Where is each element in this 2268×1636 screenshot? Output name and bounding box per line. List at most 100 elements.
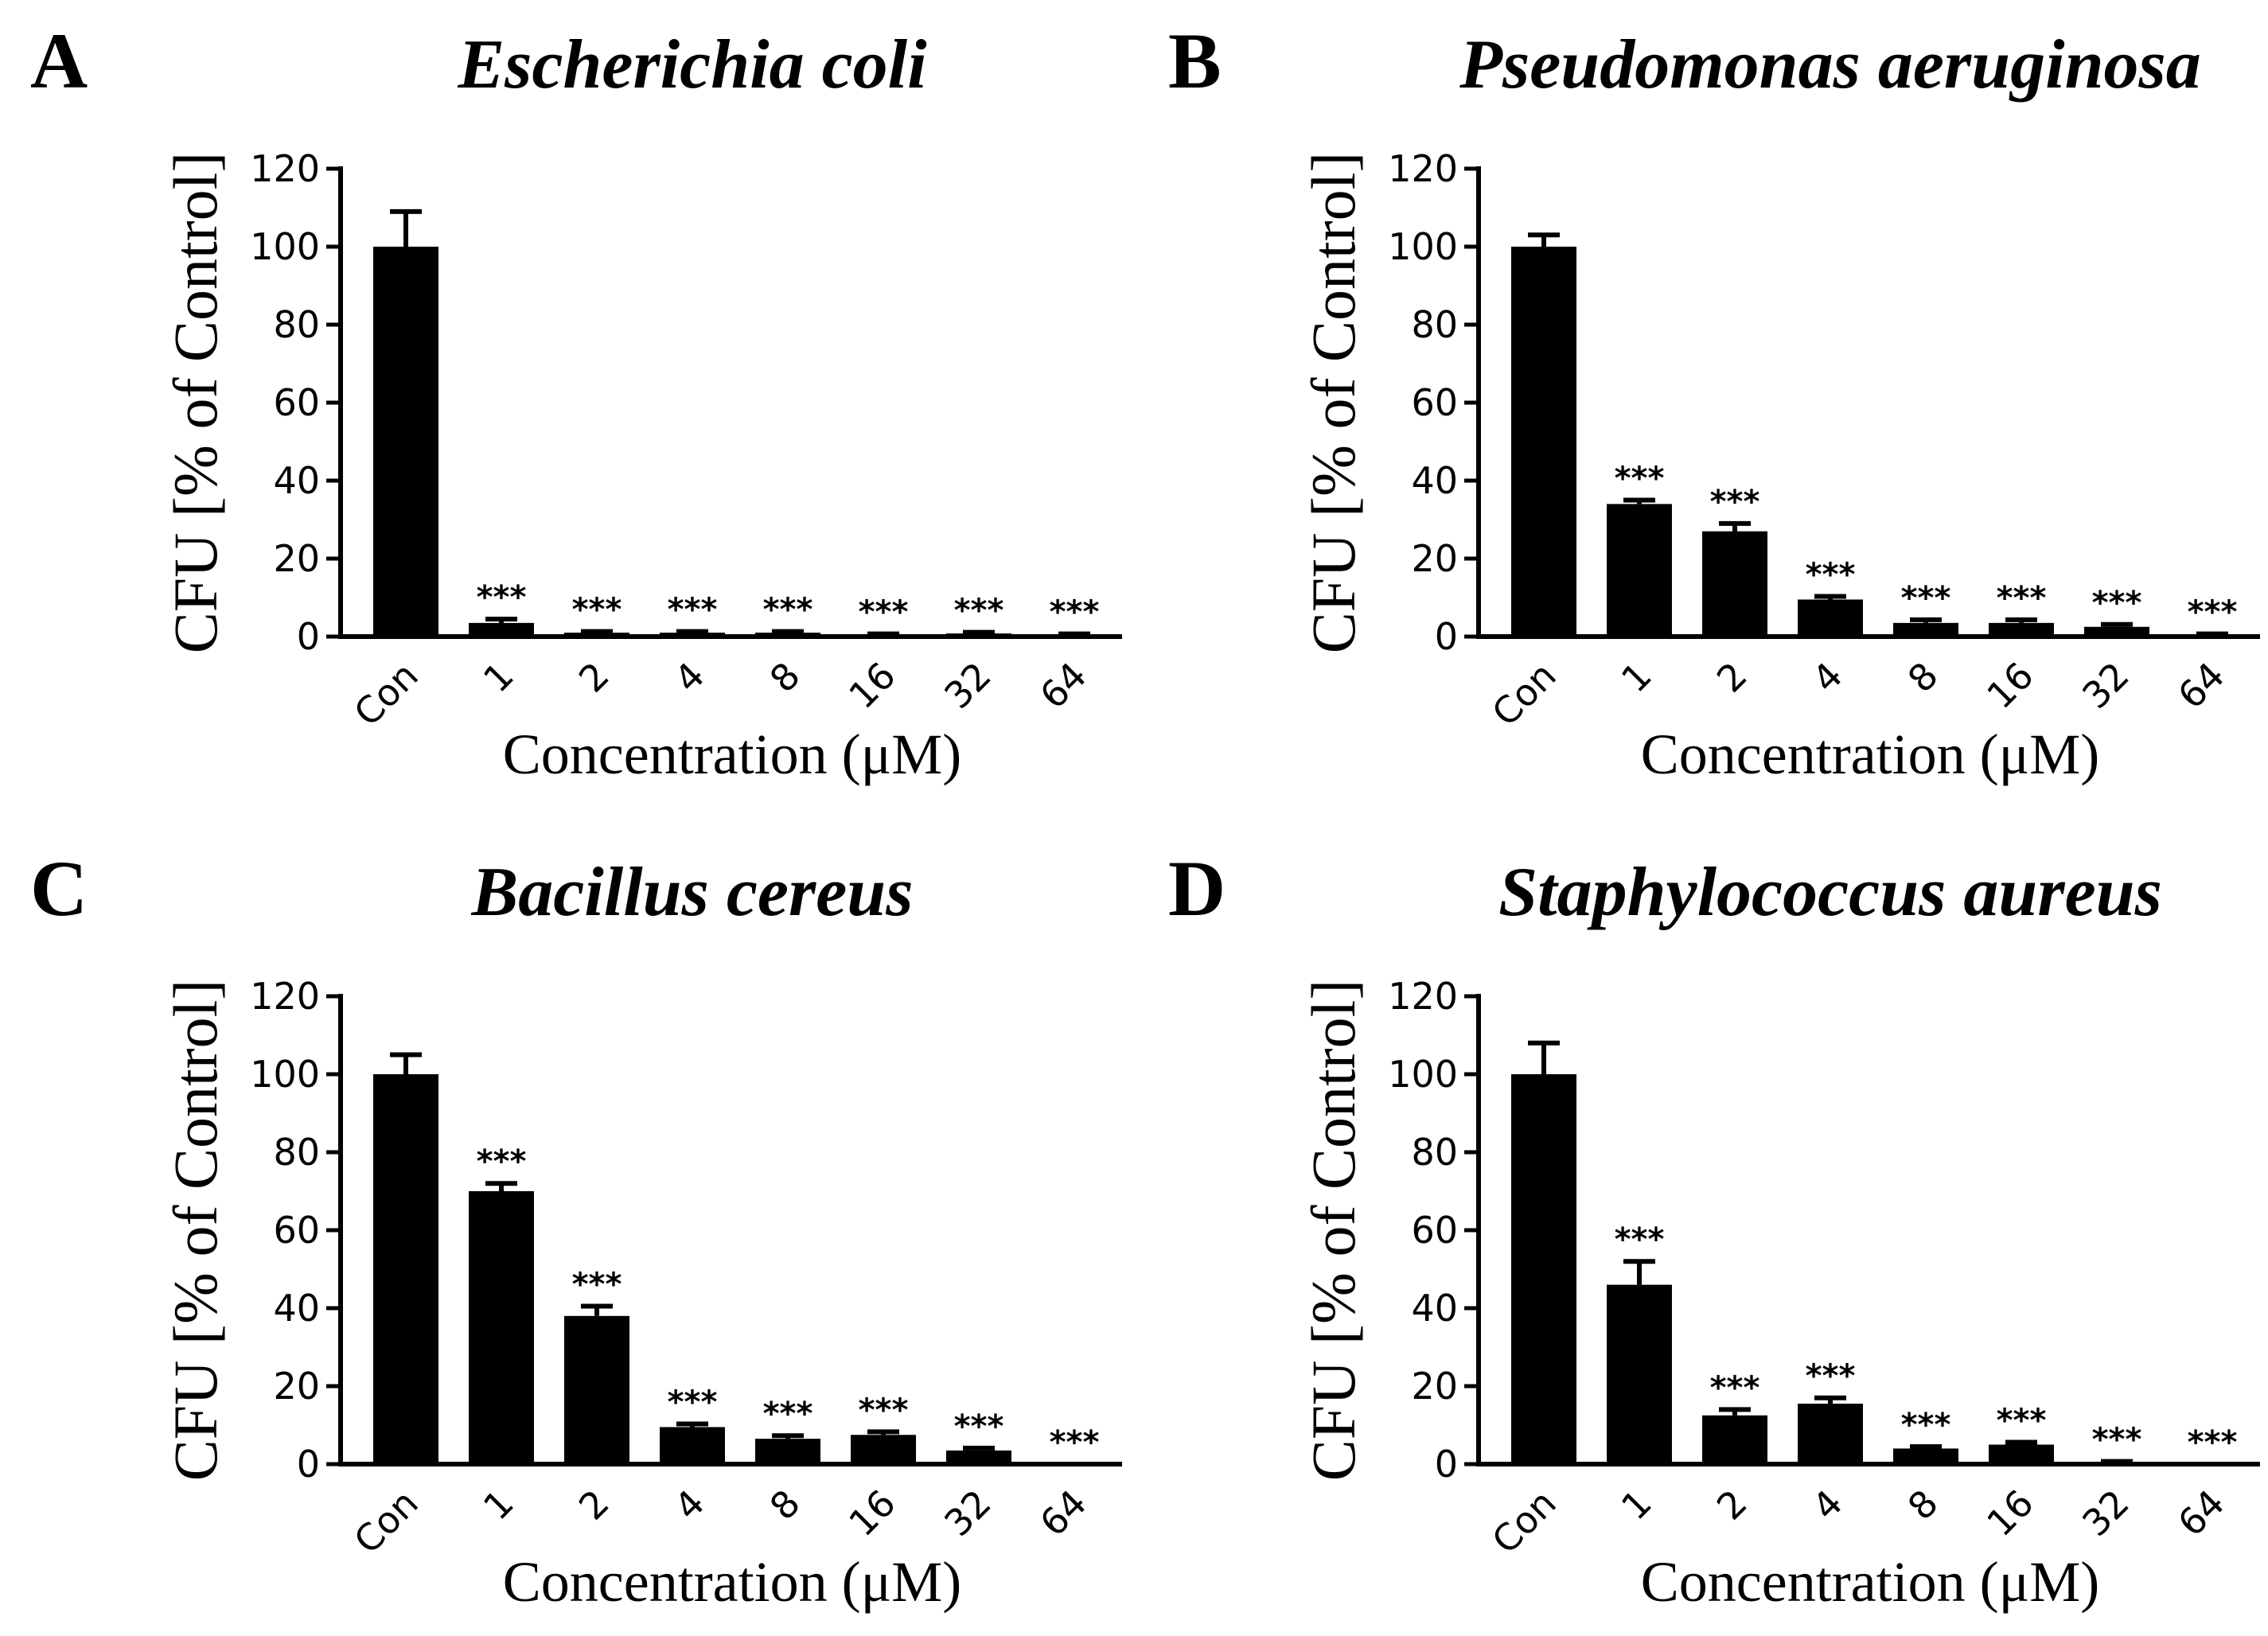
- x-tick-label: 64: [1031, 654, 1095, 718]
- error-bar: [772, 629, 804, 634]
- error-bar: [1814, 594, 1846, 600]
- error-bar: [1623, 497, 1655, 504]
- significance-marker: ***: [2188, 1424, 2238, 1461]
- x-tick-label: 8: [762, 1482, 809, 1529]
- x-tick-label: 1: [475, 1482, 522, 1529]
- x-tick-label: 2: [1709, 654, 1756, 701]
- error-bar: [485, 616, 517, 623]
- significance-marker: ***: [1050, 1424, 1100, 1461]
- y-tick-label: 120: [1388, 147, 1458, 190]
- y-tick-label: 40: [273, 459, 320, 502]
- panel-b: B Pseudomonas aeruginosa CFU [% of Control…: [1168, 17, 2260, 786]
- significance-marker: ***: [1997, 1403, 2047, 1439]
- y-tick-label: 80: [1411, 303, 1458, 346]
- bar-64: [2180, 1463, 2245, 1464]
- y-tick-label: 20: [273, 537, 320, 580]
- bar-1: [469, 622, 534, 637]
- significance-marker: ***: [763, 1396, 813, 1432]
- bar-Con: [1511, 247, 1576, 637]
- y-tick-label: 100: [250, 225, 320, 268]
- y-tick-label: 100: [1388, 225, 1458, 268]
- significance-marker: ***: [1710, 1369, 1760, 1406]
- significance-marker: ***: [859, 594, 909, 631]
- bar-16: [851, 1435, 916, 1464]
- significance-marker: ***: [1806, 1358, 1856, 1395]
- x-tick-label: Con: [1483, 654, 1564, 734]
- x-tick-label: 16: [840, 654, 904, 718]
- bar-Con: [373, 247, 438, 637]
- significance-marker: ***: [1997, 580, 2047, 617]
- y-axis-label: CFU [% of Control]: [1299, 152, 1368, 653]
- x-tick-label: Con: [345, 1482, 426, 1562]
- x-axis-label: Concentration (μM): [1641, 1550, 2099, 1614]
- significance-marker: ***: [572, 592, 622, 629]
- y-tick-label: 100: [1388, 1053, 1458, 1096]
- significance-marker: ***: [477, 579, 527, 616]
- bar-4: [660, 633, 725, 637]
- chart-title: Staphylococcus aureus: [1498, 854, 2162, 931]
- x-tick-label: 64: [2169, 654, 2233, 718]
- y-tick-label: 40: [1411, 459, 1458, 502]
- significance-marker: ***: [668, 592, 718, 629]
- x-tick-label: 32: [936, 1482, 1000, 1545]
- significance-marker: ***: [1615, 1221, 1665, 1258]
- error-bar: [676, 1421, 708, 1428]
- y-tick-label: 0: [1435, 615, 1458, 658]
- significance-marker: ***: [572, 1267, 622, 1303]
- panel-letter: D: [1168, 844, 1226, 933]
- significance-marker: ***: [1710, 484, 1760, 520]
- y-tick-label: 120: [1388, 975, 1458, 1018]
- chart-title: Pseudomonas aeruginosa: [1459, 26, 2201, 103]
- x-axis-label: Concentration (μM): [503, 723, 961, 786]
- y-tick-label: 80: [273, 1131, 320, 1174]
- x-axis-label: Concentration (μM): [503, 1550, 961, 1614]
- significance-marker: ***: [763, 592, 813, 629]
- y-tick-label: 60: [273, 1209, 320, 1252]
- error-bar: [1058, 631, 1090, 637]
- x-tick-label: 2: [571, 1482, 618, 1529]
- error-bar: [867, 1429, 899, 1435]
- significance-marker: ***: [1615, 461, 1665, 497]
- x-tick-label: 8: [762, 654, 809, 701]
- y-tick-label: 20: [1411, 537, 1458, 580]
- error-bar: [390, 208, 422, 247]
- chart-title: Escherichia coli: [457, 26, 927, 103]
- x-tick-label: 32: [2074, 654, 2137, 718]
- y-tick-label: 80: [1411, 1131, 1458, 1174]
- bar-4: [1798, 1404, 1863, 1464]
- y-axis-label: CFU [% of Control]: [161, 980, 230, 1481]
- x-tick-label: 4: [1804, 1482, 1851, 1529]
- x-tick-label: 16: [1978, 1482, 2042, 1545]
- bar-2: [564, 633, 629, 637]
- bar-32: [946, 1450, 1011, 1464]
- bar-Con: [373, 1074, 438, 1464]
- significance-marker: ***: [477, 1143, 527, 1180]
- significance-marker: ***: [1901, 1407, 1951, 1443]
- panel-letter: A: [30, 17, 88, 105]
- panel-d: D Staphylococcus aureus CFU [% of Control]…: [1168, 844, 2260, 1614]
- error-bar: [1910, 1443, 1942, 1449]
- y-tick-label: 0: [297, 1443, 320, 1486]
- bar-4: [660, 1427, 725, 1464]
- bar-1: [469, 1191, 534, 1464]
- bar-8: [755, 1439, 820, 1464]
- y-tick-label: 60: [1411, 1209, 1458, 1252]
- panel-c: C Bacillus cereus CFU [% of Control] 0 20 40 6…: [30, 844, 1122, 1614]
- significance-marker: ***: [954, 1408, 1004, 1445]
- x-tick-label: 4: [1804, 654, 1851, 701]
- x-tick-label: 1: [1613, 654, 1660, 701]
- significance-marker: ***: [859, 1392, 909, 1428]
- error-bar: [2005, 617, 2037, 623]
- bar-8: [1893, 622, 1958, 637]
- bar-4: [1798, 599, 1863, 637]
- error-bar: [1814, 1395, 1846, 1404]
- bar-16: [1989, 1444, 2054, 1464]
- error-bar: [1910, 617, 1942, 623]
- x-tick-label: 2: [571, 654, 618, 701]
- y-tick-label: 120: [250, 975, 320, 1018]
- error-bar: [1623, 1259, 1655, 1285]
- bar-1: [1607, 504, 1672, 637]
- error-bar: [581, 1303, 613, 1316]
- x-tick-label: 1: [1613, 1482, 1660, 1529]
